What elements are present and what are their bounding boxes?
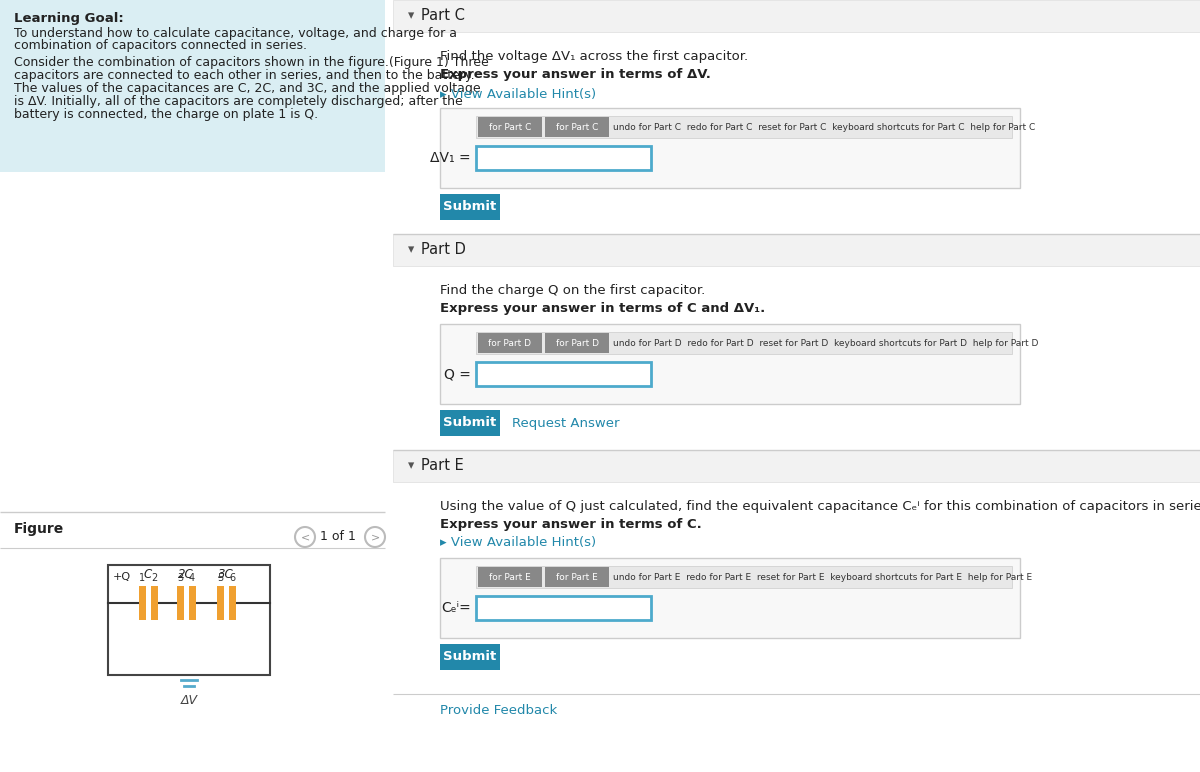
Bar: [440, 324, 1020, 404]
Bar: [188, 586, 196, 620]
Text: undo for Part C  redo for Part C  reset for Part C  keyboard shortcuts for Part : undo for Part C redo for Part C reset fo…: [613, 123, 1036, 131]
Bar: [228, 586, 235, 620]
Text: ▸ View Available Hint(s): ▸ View Available Hint(s): [440, 88, 596, 101]
Text: 1: 1: [139, 573, 145, 583]
Bar: [476, 332, 1012, 354]
Text: Consider the combination of capacitors shown in the figure.(Figure 1) Three: Consider the combination of capacitors s…: [14, 56, 488, 69]
Bar: [476, 362, 650, 386]
Text: Submit: Submit: [443, 201, 497, 214]
Text: C: C: [144, 567, 152, 581]
Text: 5: 5: [217, 573, 223, 583]
Text: 1 of 1: 1 of 1: [320, 530, 356, 543]
Bar: [394, 450, 1200, 482]
Text: battery is connected, the charge on plate 1 is Q.: battery is connected, the charge on plat…: [14, 108, 318, 121]
Text: >: >: [371, 532, 379, 542]
Text: Learning Goal:: Learning Goal:: [14, 12, 124, 25]
Text: ▸ View Available Hint(s): ▸ View Available Hint(s): [440, 536, 596, 549]
Text: Provide Feedback: Provide Feedback: [440, 704, 557, 717]
Text: 4: 4: [188, 573, 196, 583]
Text: The values of the capacitances are C, 2C, and 3C, and the applied voltage: The values of the capacitances are C, 2C…: [14, 82, 481, 95]
Text: for Part C: for Part C: [488, 123, 532, 131]
Text: Figure: Figure: [14, 522, 65, 536]
Text: +Q: +Q: [113, 572, 131, 582]
Text: 3C: 3C: [218, 567, 234, 581]
Text: Find the charge Q on the first capacitor.: Find the charge Q on the first capacitor…: [440, 284, 706, 297]
Text: To understand how to calculate capacitance, voltage, and charge for a: To understand how to calculate capacitan…: [14, 27, 457, 40]
Text: 2: 2: [151, 573, 157, 583]
Text: Submit: Submit: [443, 651, 497, 663]
Text: 3: 3: [176, 573, 184, 583]
Text: for Part D: for Part D: [488, 338, 532, 347]
Text: ▾: ▾: [408, 9, 414, 22]
Text: 6: 6: [229, 573, 235, 583]
Text: Part E: Part E: [421, 458, 463, 473]
Bar: [440, 558, 1020, 638]
Text: ΔV: ΔV: [180, 694, 198, 707]
Text: combination of capacitors connected in series.: combination of capacitors connected in s…: [14, 39, 307, 52]
Bar: [545, 567, 610, 587]
Bar: [394, 0, 1200, 32]
Bar: [138, 586, 145, 620]
Bar: [476, 566, 1012, 588]
Bar: [440, 410, 500, 436]
Bar: [150, 586, 157, 620]
Text: undo for Part E  redo for Part E  reset for Part E  keyboard shortcuts for Part : undo for Part E redo for Part E reset fo…: [613, 573, 1032, 581]
Text: for Part D: for Part D: [556, 338, 599, 347]
Text: for Part E: for Part E: [556, 573, 598, 581]
Text: capacitors are connected to each other in series, and then to the battery.: capacitors are connected to each other i…: [14, 69, 475, 82]
Bar: [476, 146, 650, 170]
Text: Express your answer in terms of C and ΔV₁.: Express your answer in terms of C and ΔV…: [440, 302, 766, 315]
Bar: [545, 117, 610, 137]
Bar: [478, 567, 542, 587]
Text: Part D: Part D: [421, 242, 466, 257]
Bar: [478, 117, 542, 137]
Text: Express your answer in terms of C.: Express your answer in terms of C.: [440, 518, 702, 531]
Bar: [176, 586, 184, 620]
Bar: [440, 108, 1020, 188]
Text: Express your answer in terms of ΔV.: Express your answer in terms of ΔV.: [440, 68, 710, 81]
Text: ▾: ▾: [408, 459, 414, 472]
Bar: [0, 0, 385, 172]
Bar: [108, 565, 270, 675]
Bar: [478, 333, 542, 353]
Text: Part C: Part C: [421, 8, 464, 23]
Text: Find the voltage ΔV₁ across the first capacitor.: Find the voltage ΔV₁ across the first ca…: [440, 50, 748, 63]
Bar: [476, 116, 1012, 138]
Bar: [545, 333, 610, 353]
Text: is ΔV. Initially, all of the capacitors are completely discharged; after the: is ΔV. Initially, all of the capacitors …: [14, 95, 463, 108]
Text: ΔV₁ =: ΔV₁ =: [431, 151, 470, 165]
Bar: [394, 234, 1200, 266]
Text: undo for Part D  redo for Part D  reset for Part D  keyboard shortcuts for Part : undo for Part D redo for Part D reset fo…: [613, 338, 1038, 347]
Text: 2C: 2C: [178, 567, 194, 581]
Text: for Part E: for Part E: [490, 573, 530, 581]
Text: Submit: Submit: [443, 417, 497, 429]
Text: Request Answer: Request Answer: [512, 417, 619, 429]
Text: ▾: ▾: [408, 243, 414, 256]
Text: <: <: [300, 532, 310, 542]
Text: Cₑⁱ=: Cₑⁱ=: [442, 601, 470, 615]
Bar: [216, 586, 223, 620]
Text: Using the value of Q just calculated, find the equivalent capacitance Cₑⁱ for th: Using the value of Q just calculated, fi…: [440, 500, 1200, 513]
Bar: [440, 194, 500, 220]
Text: Q =: Q =: [444, 367, 470, 381]
Bar: [440, 644, 500, 670]
Text: for Part C: for Part C: [556, 123, 598, 131]
Bar: [476, 596, 650, 620]
